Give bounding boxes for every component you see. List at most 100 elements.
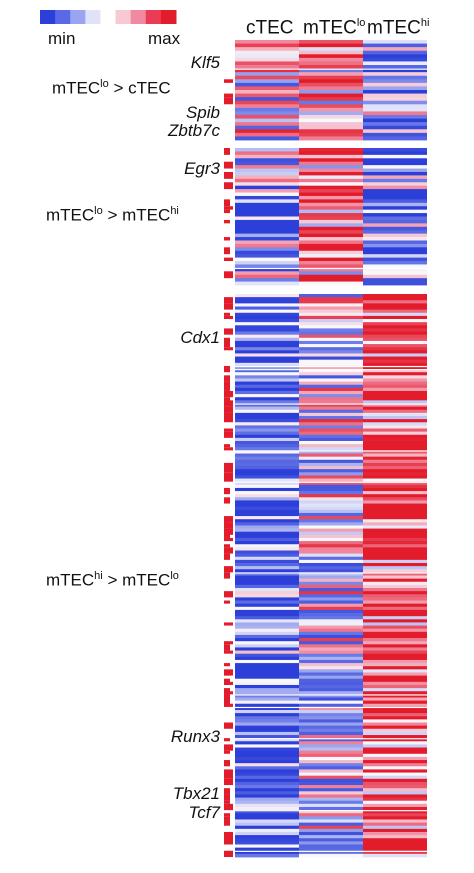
heatmap-cell [235, 850, 299, 855]
heatmap-cell [235, 719, 299, 723]
gene-label-egr3: Egr3 [184, 159, 220, 178]
heatmap-cell [299, 675, 363, 680]
heatmap-cell [363, 129, 427, 134]
gene-label-runx3: Runx3 [170, 727, 220, 746]
gene-label-spib: Spib [185, 103, 220, 122]
heatmap-cell [363, 481, 427, 486]
heatmap-cell [235, 494, 299, 498]
gene-label-tbx21: Tbx21 [172, 784, 220, 803]
heatmap-cell [363, 653, 427, 658]
heatmap-cell [363, 663, 427, 667]
column-header-ctec: cTEC [246, 17, 294, 39]
heatmap-cell [299, 650, 363, 655]
heatmap-cell [235, 158, 299, 163]
heatmap-cell [299, 340, 363, 345]
legend-swatch [70, 10, 86, 24]
heatmap-cell [363, 319, 427, 323]
heatmap-cell [235, 182, 299, 187]
heatmap-cell [363, 378, 427, 382]
heatmap-cell [299, 806, 363, 811]
heatmap-cell [235, 161, 299, 166]
heatmap-cell [235, 509, 299, 514]
heatmap-cell [299, 628, 363, 633]
heatmap-cell [363, 703, 427, 708]
heatmap-cell [235, 47, 299, 52]
gene-marker [224, 537, 233, 542]
gene-marker [224, 813, 230, 817]
heatmap-cell [299, 347, 363, 351]
heatmap-cell [235, 656, 299, 661]
heatmap-cell [299, 688, 363, 692]
heatmap-cell [363, 107, 427, 112]
gene-marker [224, 566, 233, 573]
heatmap-cell [363, 772, 427, 777]
heatmap-cell [235, 534, 299, 539]
heatmap-cell [299, 115, 363, 119]
gene-marker [224, 431, 233, 438]
gene-marker [224, 691, 233, 695]
heatmap-cell [363, 760, 427, 764]
heatmap-cell [363, 61, 427, 66]
heatmap-cell [235, 75, 299, 80]
heatmap-cell [235, 641, 299, 645]
heatmap-cell [363, 331, 427, 336]
heatmap-cell [363, 100, 427, 105]
heatmap-cell [363, 415, 427, 420]
heatmap-cell [363, 519, 427, 523]
heatmap-cell [363, 716, 427, 720]
heatmap-cell [235, 537, 299, 542]
heatmap-cell [235, 281, 299, 286]
heatmap-cell [235, 728, 299, 733]
heatmap-cell [363, 369, 427, 373]
heatmap-cell [363, 738, 427, 742]
heatmap-cell [363, 315, 427, 320]
heatmap-cell [235, 616, 299, 620]
heatmap-cell [363, 494, 427, 498]
heatmap-cell [299, 297, 363, 301]
heatmap-cell [235, 691, 299, 695]
gene-marker [224, 788, 230, 795]
heatmap-cell [363, 522, 427, 526]
heatmap-cell [235, 422, 299, 426]
heatmap-cell [235, 192, 299, 197]
heatmap-cell [363, 594, 427, 598]
heatmap-cell [235, 237, 299, 241]
heatmap-cell [363, 835, 427, 839]
heatmap-cell [235, 40, 299, 44]
heatmap-cell [363, 165, 427, 169]
gene-marker [224, 444, 230, 448]
heatmap-cell [235, 810, 299, 814]
heatmap-cell [235, 437, 299, 442]
heatmap-cell [299, 472, 363, 476]
heatmap-cell [363, 813, 427, 817]
heatmap-cell [299, 841, 363, 845]
heatmap-cell [235, 257, 299, 262]
heatmap-cell [363, 556, 427, 561]
heatmap-cell [235, 775, 299, 780]
heatmap-cell [299, 397, 363, 401]
heatmap-cell [363, 322, 427, 326]
row-separator [235, 706, 427, 709]
gene-marker [224, 390, 233, 398]
heatmap-cell [235, 337, 299, 342]
heatmap-cell [299, 50, 363, 55]
heatmap-cell [363, 747, 427, 752]
heatmap-cell [299, 267, 363, 272]
gene-label-tcf7: Tcf7 [188, 803, 220, 822]
heatmap-cell [299, 369, 363, 373]
heatmap-cell [299, 716, 363, 720]
gene-marker [224, 171, 233, 179]
heatmap-cell [299, 709, 363, 714]
heatmap-cell [235, 644, 299, 648]
gene-marker [224, 622, 233, 626]
heatmap-cell [235, 785, 299, 789]
heatmap-cell [363, 491, 427, 495]
heatmap-cell [235, 428, 299, 433]
heatmap-cell [299, 503, 363, 508]
heatmap-cell [363, 453, 427, 458]
heatmap-cell [363, 744, 427, 748]
heatmap-cell [363, 822, 427, 827]
heatmap-cell [363, 206, 427, 211]
heatmap-cell [363, 797, 427, 802]
